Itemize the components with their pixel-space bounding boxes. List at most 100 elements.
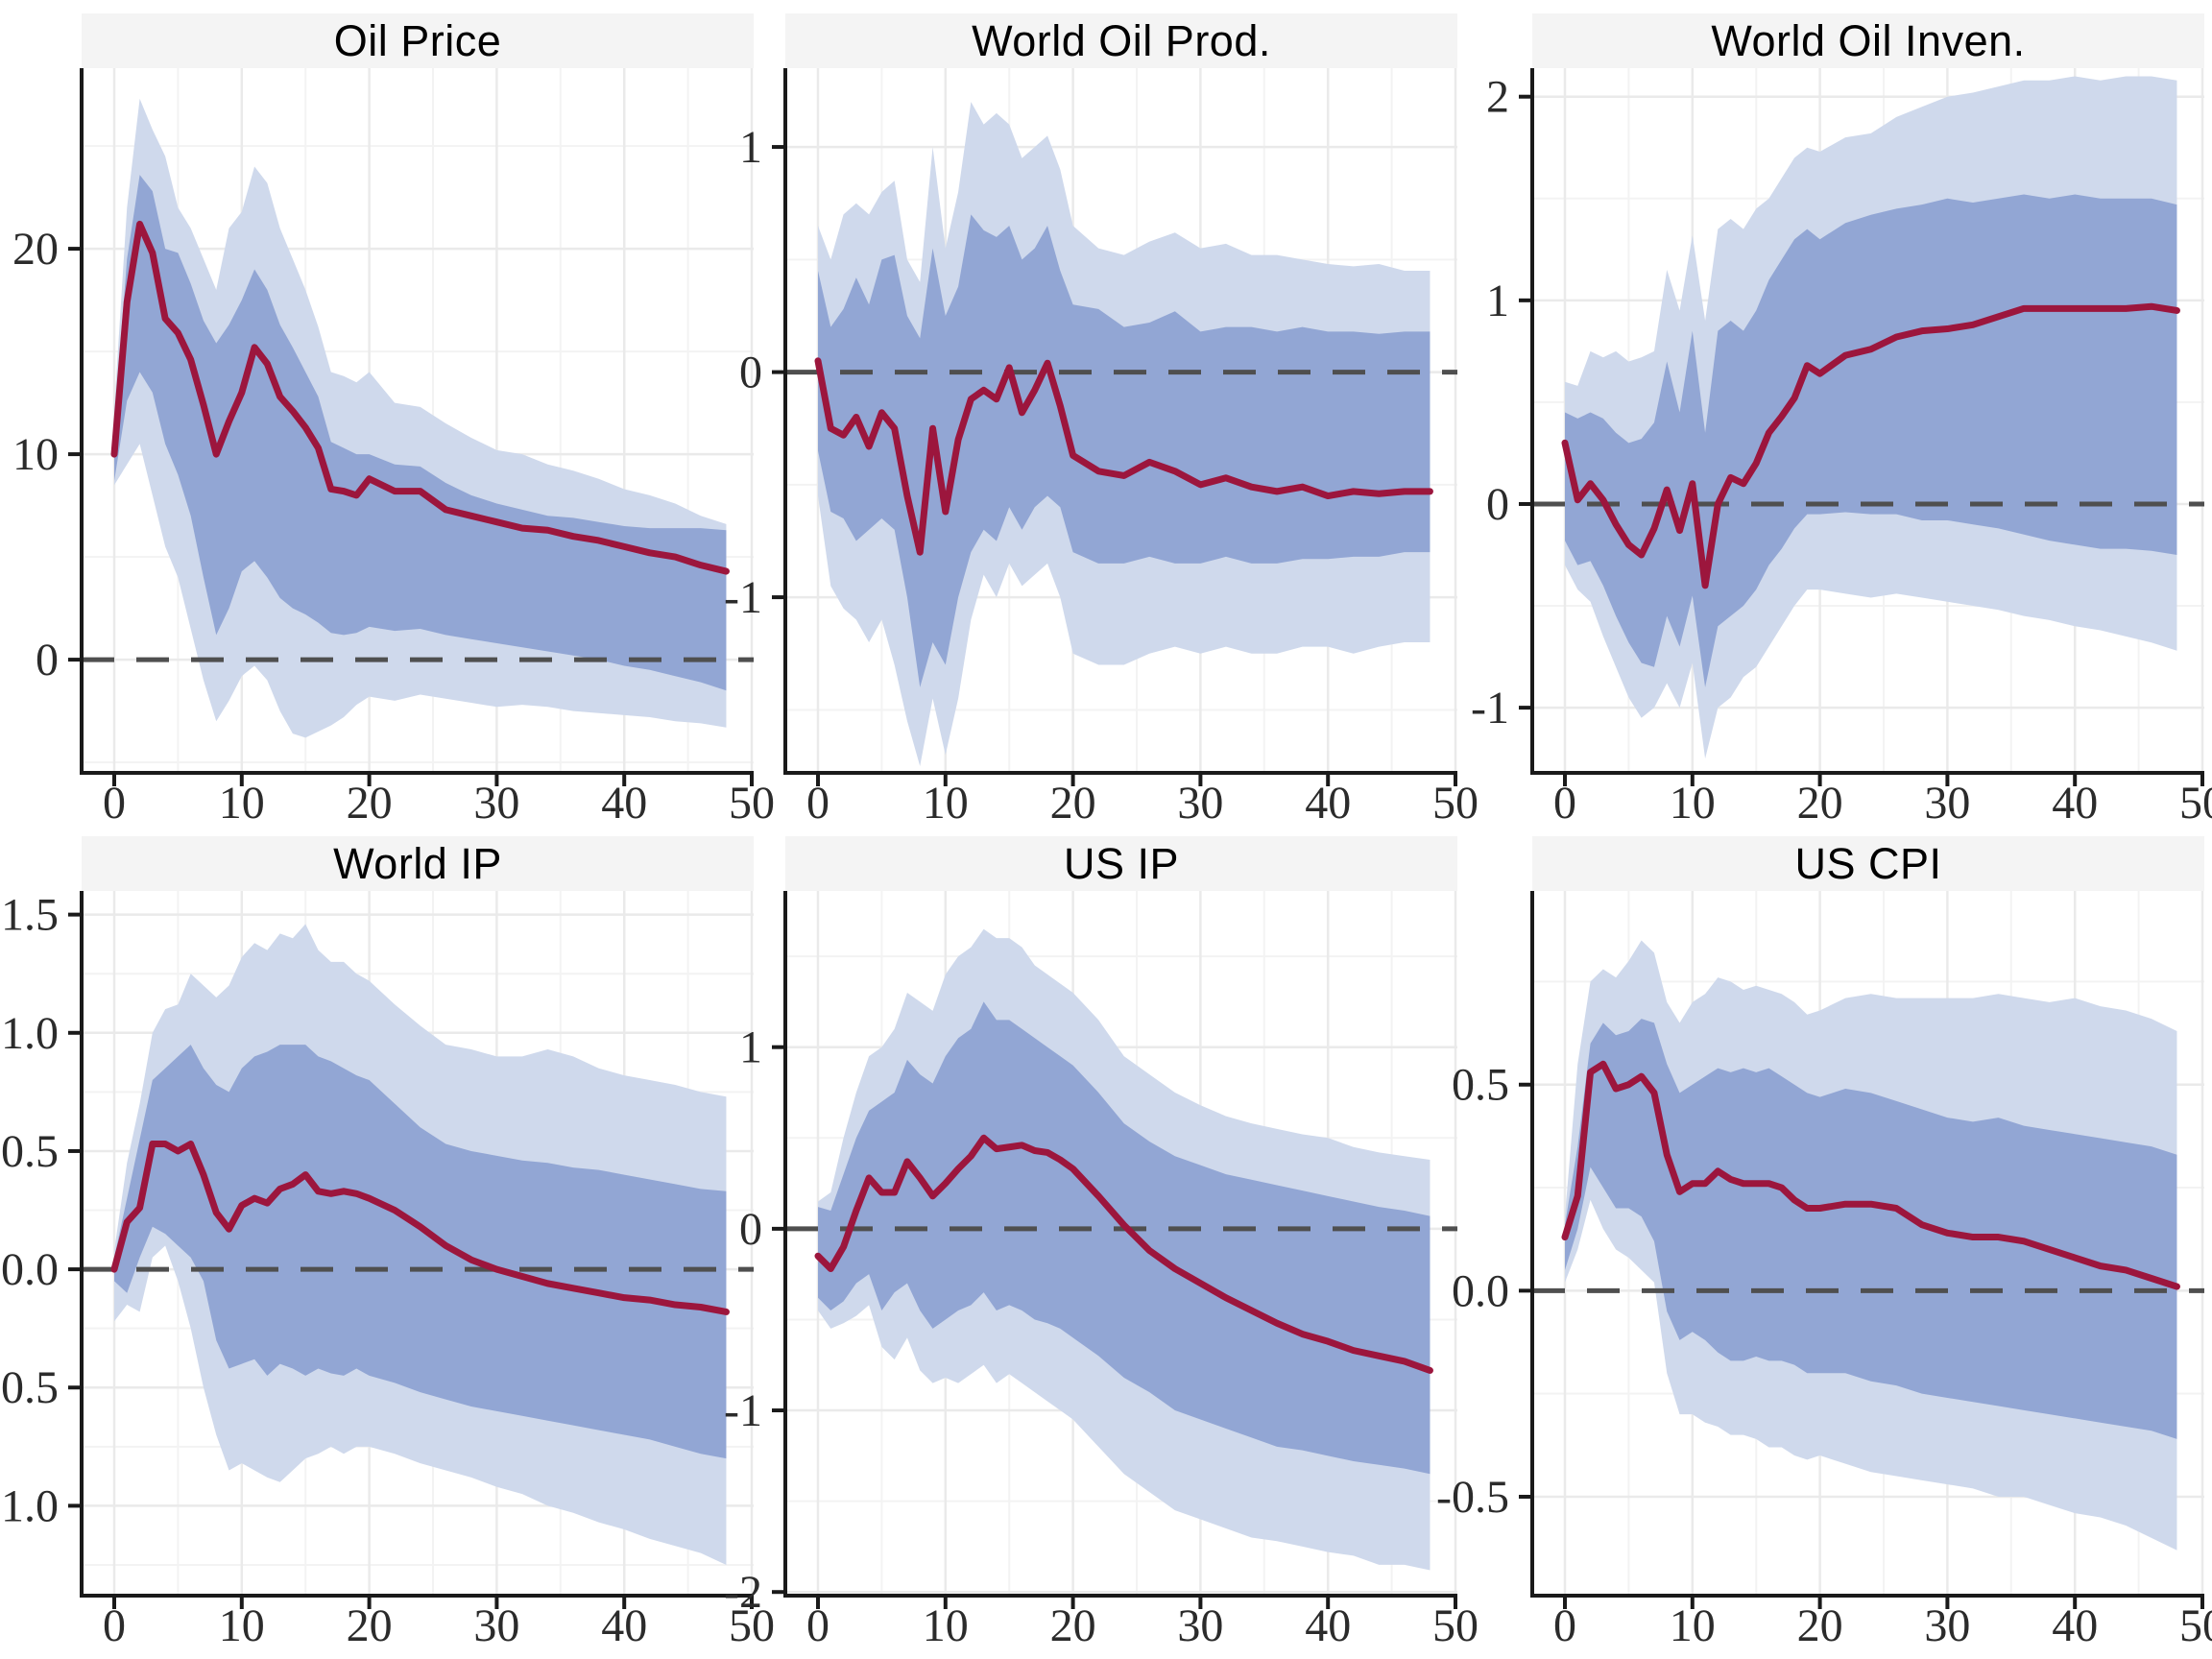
x-tick-label: 30 — [473, 1600, 519, 1651]
y-tick-label: 1 — [1486, 276, 1509, 326]
x-tick-label: 10 — [923, 778, 969, 829]
x-tick-label: 40 — [2052, 778, 2098, 829]
y-tick-label: -1 — [724, 1385, 762, 1436]
facet-strip-world-oil-inven: World Oil Inven. — [1532, 13, 2204, 68]
x-tick-label: 30 — [1924, 778, 1970, 829]
x-tick-label: 0 — [806, 778, 830, 829]
y-tick-label: -1 — [724, 572, 762, 623]
y-tick-label: 1.5 — [1, 890, 59, 941]
inner-credible-band — [817, 214, 1431, 687]
x-tick-label: 50 — [729, 1600, 775, 1651]
y-tick-label: 0 — [739, 1204, 762, 1255]
y-tick-label: 0.0 — [1452, 1265, 1509, 1316]
x-tick-label: 40 — [1305, 1600, 1351, 1651]
inner-credible-band — [113, 175, 727, 691]
y-tick-label: -2 — [724, 1567, 762, 1618]
axes — [80, 891, 754, 1598]
axes — [1530, 891, 2204, 1598]
tick-labels: 0 10 20 30 40 50 0.5 0.0 -0.5 — [1436, 1060, 2212, 1651]
x-tick-label: 20 — [1797, 1600, 1843, 1651]
y-tick-label: 2 — [1486, 72, 1509, 123]
x-tick-label: 10 — [219, 1600, 265, 1651]
x-tick-label: 40 — [601, 778, 647, 829]
inner-credible-band — [1564, 1019, 2177, 1439]
x-tick-label: 30 — [473, 778, 519, 829]
median-irf-line — [110, 1141, 730, 1315]
y-tick-label: 0 — [1486, 479, 1509, 530]
y-tick-label: 0 — [36, 635, 59, 685]
y-tick-label: -0.5 — [0, 1362, 59, 1413]
y-tick-label: -0.5 — [1436, 1472, 1509, 1523]
inner-credible-band — [1564, 194, 2177, 687]
x-tick-label: 40 — [601, 1600, 647, 1651]
axes — [783, 68, 1457, 775]
tick-marks — [772, 1045, 1458, 1609]
inner-credible-band — [113, 1045, 727, 1459]
y-tick-label: 1 — [739, 1022, 762, 1073]
facet-strip-us-ip: US IP — [785, 836, 1457, 891]
x-tick-label: 30 — [1177, 1600, 1223, 1651]
axes — [783, 891, 1457, 1598]
x-tick-label: 0 — [103, 778, 126, 829]
y-tick-label: 0.5 — [1452, 1060, 1509, 1111]
y-tick-label: 0.5 — [1, 1126, 59, 1177]
y-tick-label: -1.0 — [0, 1480, 59, 1531]
tick-marks — [1519, 1082, 2205, 1609]
facet-strip-oil-price: Oil Price — [82, 13, 754, 68]
median-irf-line — [1561, 302, 2180, 589]
y-tick-label: 10 — [12, 429, 59, 480]
x-tick-label: 30 — [1924, 1600, 1970, 1651]
tick-labels: 01020304050210-1 — [1471, 72, 2212, 829]
tick-marks — [68, 912, 755, 1609]
x-tick-label: 10 — [219, 778, 265, 829]
facet-strip-us-cpi: US CPI — [1532, 836, 2204, 891]
y-tick-label: 0.0 — [1, 1244, 59, 1295]
x-tick-label: 50 — [729, 778, 775, 829]
y-tick-label: 1 — [739, 122, 762, 173]
tick-marks — [772, 145, 1458, 786]
x-tick-label: 0 — [806, 1600, 830, 1651]
x-tick-label: 50 — [2179, 778, 2212, 829]
x-tick-label: 20 — [1050, 1600, 1096, 1651]
tick-marks — [68, 247, 755, 786]
x-tick-label: 0 — [1553, 1600, 1576, 1651]
x-tick-label: 10 — [1670, 778, 1716, 829]
inner-credible-band — [817, 1001, 1431, 1475]
tick-labels: 0 10 20 30 40 50 20 10 0 — [12, 224, 775, 829]
x-tick-label: 50 — [2179, 1600, 2212, 1651]
facet-strip-world-ip: World IP — [82, 836, 754, 891]
x-tick-label: 10 — [1670, 1600, 1716, 1651]
x-tick-label: 0 — [103, 1600, 126, 1651]
y-tick-label: 1.0 — [1, 1008, 59, 1059]
median-irf-line — [814, 1134, 1433, 1374]
x-tick-label: 20 — [347, 778, 393, 829]
x-tick-label: 0 — [1553, 778, 1576, 829]
y-tick-label: 20 — [12, 224, 59, 275]
x-tick-label: 20 — [1050, 778, 1096, 829]
median-irf-line — [1561, 1060, 2180, 1290]
median-irf-line — [110, 220, 730, 575]
panel-world-oil-inven: 01020304050210-1 — [1471, 68, 2212, 829]
y-tick-label: 0 — [739, 348, 762, 398]
axes — [80, 68, 754, 775]
facet-strip-world-oil-prod: World Oil Prod. — [785, 13, 1457, 68]
x-tick-label: 30 — [1177, 778, 1223, 829]
x-tick-label: 20 — [347, 1600, 393, 1651]
panel-us-cpi: 0 10 20 30 40 50 0.5 0.0 -0.5 — [1436, 891, 2212, 1651]
x-tick-label: 20 — [1797, 778, 1843, 829]
x-tick-label: 40 — [2052, 1600, 2098, 1651]
x-tick-label: 50 — [1432, 778, 1479, 829]
median-irf-line — [814, 357, 1433, 556]
x-tick-label: 40 — [1305, 778, 1351, 829]
x-tick-label: 10 — [923, 1600, 969, 1651]
axes — [1530, 68, 2204, 775]
